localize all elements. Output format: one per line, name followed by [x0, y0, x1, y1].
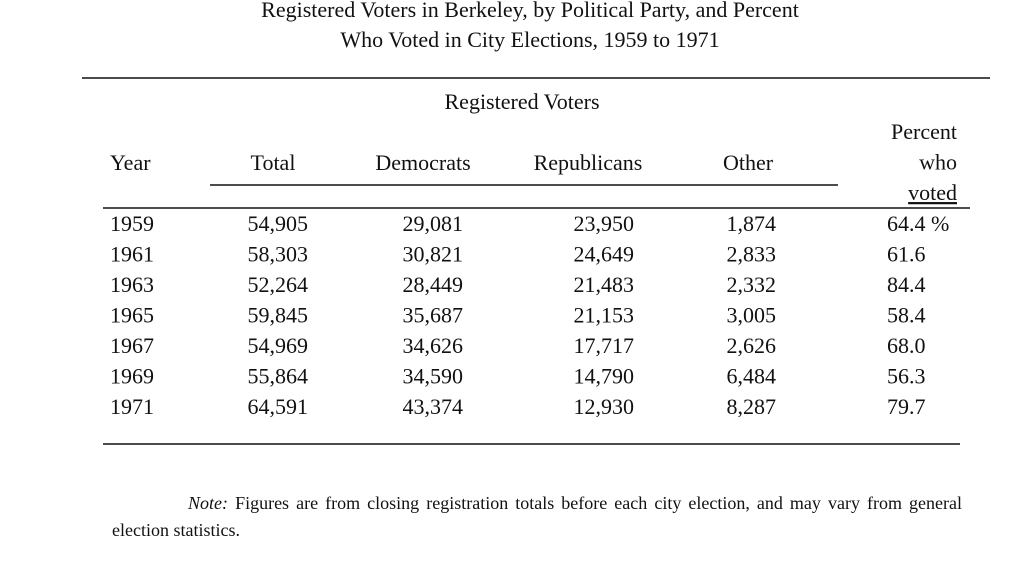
- note: Note: Figures are from closing registrat…: [112, 490, 962, 544]
- cell: 59,845: [248, 303, 309, 328]
- cell: 79.7: [887, 394, 926, 419]
- cell: 6,484: [727, 364, 777, 389]
- cell: 56.3: [887, 364, 926, 389]
- column-header: Percent: [891, 119, 957, 144]
- cell: 1961: [110, 242, 154, 267]
- cell: 58,303: [248, 242, 309, 267]
- cell: 1959: [110, 211, 154, 236]
- cell: 28,449: [403, 272, 464, 297]
- cell: 29,081: [403, 211, 464, 236]
- column-header: who: [919, 150, 957, 175]
- cell: 58.4: [887, 303, 926, 328]
- title-line: Registered Voters in Berkeley, by Politi…: [261, 0, 799, 22]
- column-header: Total: [251, 150, 296, 175]
- note-label: Note:: [188, 493, 228, 513]
- cell: 3,005: [727, 303, 777, 328]
- cell: 54,905: [248, 211, 309, 236]
- title-line: Who Voted in City Elections, 1959 to 197…: [340, 27, 719, 52]
- group-header: Registered Voters: [445, 89, 600, 114]
- cell: 1967: [110, 333, 154, 358]
- cell: 2,626: [727, 333, 777, 358]
- note-text: Figures are from closing registration to…: [112, 493, 963, 540]
- cell: 34,626: [403, 333, 464, 358]
- cell: 30,821: [403, 242, 464, 267]
- cell: 21,483: [574, 272, 635, 297]
- cell: 1963: [110, 272, 154, 297]
- cell: 68.0: [887, 333, 926, 358]
- cell: 1969: [110, 364, 154, 389]
- cell: 84.4: [887, 272, 926, 297]
- cell: 1965: [110, 303, 154, 328]
- cell: 21,153: [574, 303, 635, 328]
- cell: 54,969: [248, 333, 309, 358]
- column-header: Republicans: [534, 150, 643, 175]
- cell: 43,374: [403, 394, 464, 419]
- cell: 12,930: [574, 394, 635, 419]
- cell: 55,864: [248, 364, 309, 389]
- cell: 2,833: [727, 242, 777, 267]
- cell: 64.4 %: [887, 211, 949, 236]
- cell: 8,287: [727, 394, 777, 419]
- cell: 23,950: [574, 211, 635, 236]
- cell: 1971: [110, 394, 154, 419]
- cell: 35,687: [403, 303, 464, 328]
- cell: 34,590: [403, 364, 464, 389]
- cell: 64,591: [248, 394, 309, 419]
- cell: 61.6: [887, 242, 926, 267]
- cell: 52,264: [248, 272, 309, 297]
- column-header: voted: [908, 180, 957, 205]
- cell: 17,717: [574, 333, 635, 358]
- cell: 1,874: [727, 211, 777, 236]
- cell: 2,332: [727, 272, 777, 297]
- cell: 24,649: [574, 242, 635, 267]
- column-header: Other: [723, 150, 774, 175]
- column-header: Year: [110, 150, 151, 175]
- cell: 14,790: [574, 364, 635, 389]
- column-header: Democrats: [375, 150, 470, 175]
